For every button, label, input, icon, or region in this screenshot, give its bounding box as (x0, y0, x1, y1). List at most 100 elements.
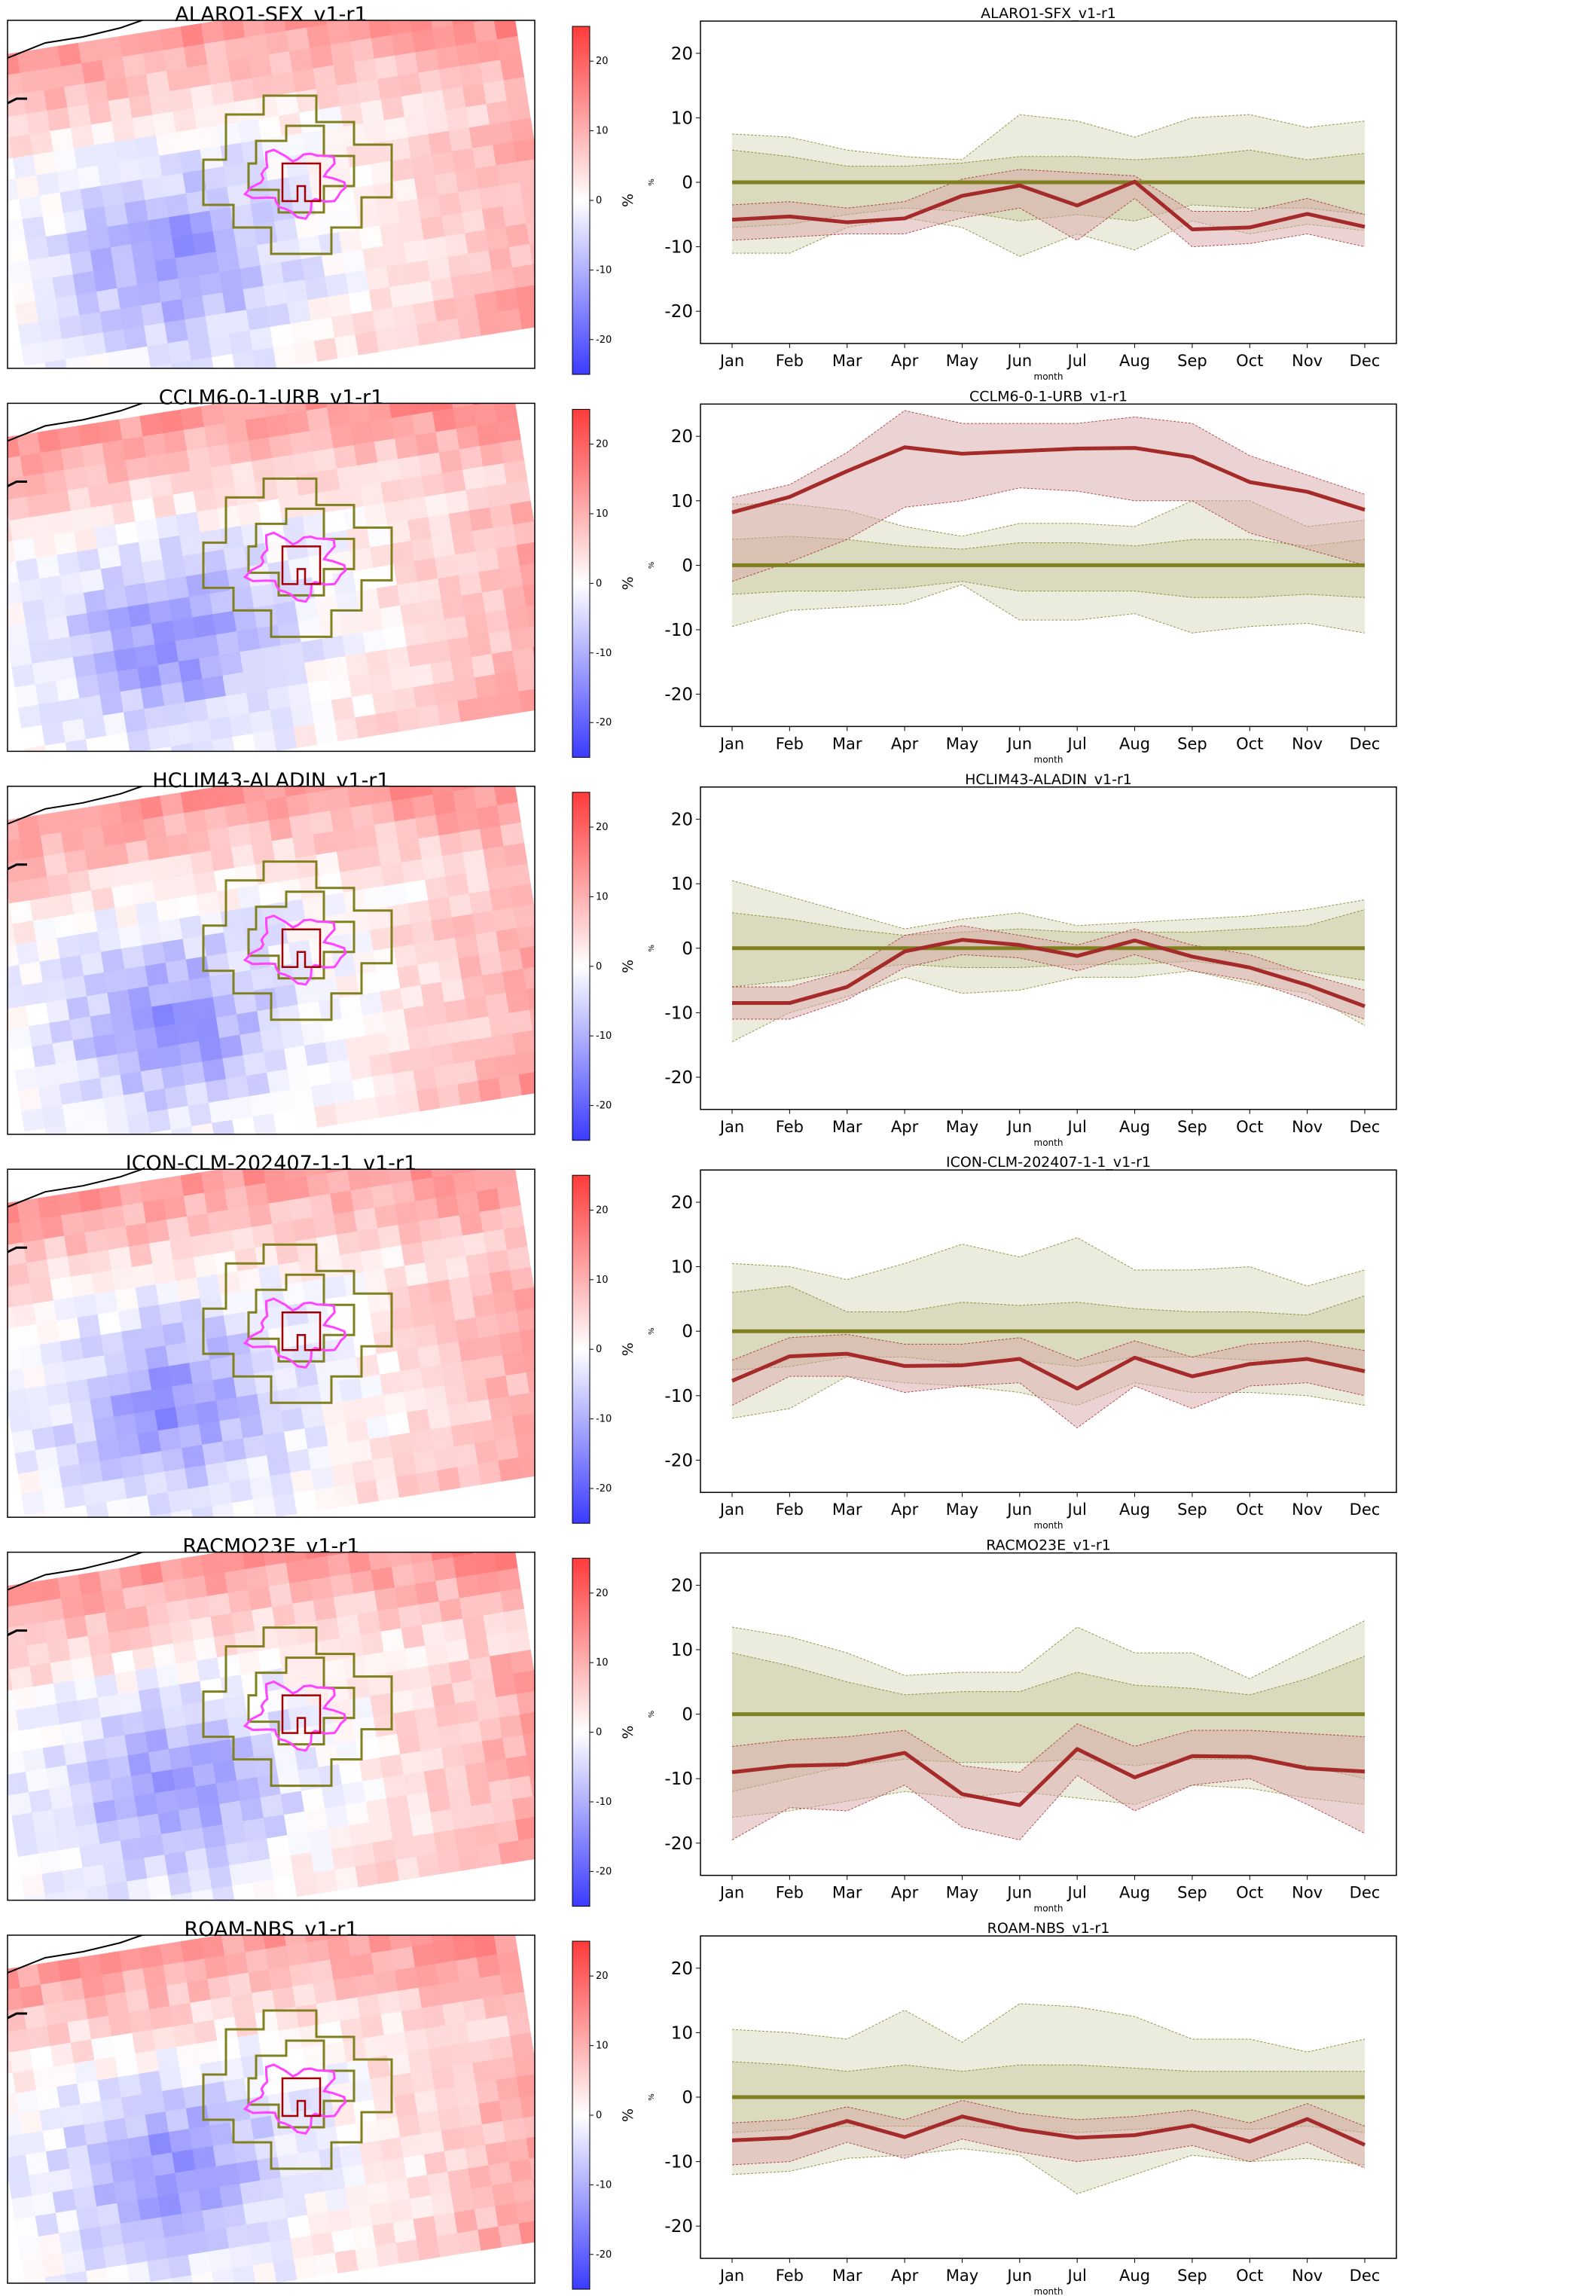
map-cell (476, 805, 501, 829)
map-cell (383, 499, 408, 524)
map-cell (287, 2215, 312, 2240)
map-cell (60, 1338, 84, 1363)
map-cell (122, 1202, 147, 1227)
map-cell (413, 2215, 438, 2240)
map-cell (263, 665, 288, 690)
map-cell (145, 579, 169, 604)
map-cell (334, 717, 359, 742)
map-cell (478, 568, 503, 593)
map-cell (70, 2039, 95, 2064)
map-cell (243, 2200, 267, 2225)
colorbar-tick-label: 10 (596, 1275, 609, 1286)
map-cell (189, 594, 214, 618)
map-cell (263, 2197, 288, 2222)
map-cell (148, 1748, 172, 1773)
map-cell (8, 879, 31, 904)
map-cell (478, 2226, 502, 2251)
map-cell (307, 679, 332, 704)
map-cell (117, 542, 142, 566)
map-cell (110, 627, 135, 652)
map-cell (179, 2064, 204, 2089)
map-cell (122, 819, 147, 844)
map-cell (76, 291, 101, 316)
y-tick-label: 20 (671, 1576, 693, 1595)
map-cell (97, 1311, 122, 1336)
map-cell (191, 357, 215, 368)
map-cell (48, 1146, 72, 1169)
map-cell (474, 1057, 499, 1082)
map-cell (142, 1582, 167, 1607)
map-cell (498, 308, 523, 333)
map-cell (274, 218, 299, 243)
map-cell (321, 1401, 346, 1426)
map-cell (64, 466, 89, 491)
map-cell (236, 1011, 261, 1036)
map-cell (472, 1676, 497, 1701)
x-tick-label: Sep (1177, 734, 1207, 753)
map-cell (491, 1910, 514, 1934)
colorbar-unit-label: % (620, 576, 636, 590)
map-cell (529, 1775, 535, 1797)
map-cell (417, 2110, 442, 2135)
map-cell (69, 1525, 92, 1549)
map-cell (105, 77, 130, 102)
map-cell (368, 670, 393, 695)
map-cell (128, 860, 153, 885)
map-cell (110, 1775, 135, 1800)
map-cell (69, 1143, 92, 1166)
map-cell (515, 667, 535, 692)
map-cell (457, 1080, 482, 1105)
map-cell (155, 132, 180, 157)
map-cell (359, 225, 383, 250)
map-cell (307, 296, 332, 321)
map-cell (240, 1671, 265, 1696)
map-cell (151, 2152, 176, 2177)
map-cell (70, 124, 95, 149)
map-cell (258, 2030, 282, 2055)
y-tick-label: -10 (664, 1387, 693, 1406)
map-cell (511, 1030, 535, 1055)
map-cell (212, 353, 235, 368)
map-frame (7, 786, 536, 1135)
map-cell (458, 2103, 483, 2128)
map-cell (102, 328, 127, 353)
map-cell (135, 135, 160, 160)
x-axis-label: month (1034, 1520, 1063, 1531)
map-cell (330, 424, 355, 449)
map-cell (392, 1453, 417, 1478)
map-cell (421, 2004, 446, 2029)
map-cell (210, 81, 235, 106)
panel-row: CCLM6-0-1-URB_v1-r1-20-1001020%CCLM6-0-1… (7, 386, 1397, 765)
map-cell (252, 1113, 277, 1134)
map-cell (447, 637, 472, 661)
map-cell (81, 1974, 106, 1999)
map-cell (427, 2171, 452, 2196)
map-cell (229, 713, 254, 737)
map-cell (11, 1812, 36, 1837)
map-cell (193, 871, 218, 896)
map-cell (135, 901, 160, 926)
map-cell (138, 1687, 163, 1712)
coastline-fragment (8, 1629, 27, 1636)
map-cell (333, 444, 358, 469)
map-cell (445, 1638, 470, 1663)
x-tick-label: Mar (832, 352, 862, 370)
y-tick-label: 10 (671, 875, 693, 894)
map-cell (334, 2249, 359, 2273)
map-cell (510, 118, 535, 142)
map-cell (511, 264, 535, 289)
colorbar-unit-label: % (620, 2108, 636, 2122)
map-cell (322, 127, 347, 151)
map-cell (220, 525, 245, 550)
map-cell (355, 714, 380, 739)
map-cell (461, 1358, 486, 1383)
map-cell (334, 1100, 359, 1125)
map-cell (97, 2077, 122, 2102)
map-cell (166, 450, 191, 475)
map-cell (352, 1459, 377, 1484)
map-cell (130, 2155, 155, 2180)
map-cell (506, 1246, 531, 1271)
map-cell (110, 2285, 133, 2296)
map-cell (374, 1587, 398, 1612)
map-cell (98, 1951, 123, 1976)
